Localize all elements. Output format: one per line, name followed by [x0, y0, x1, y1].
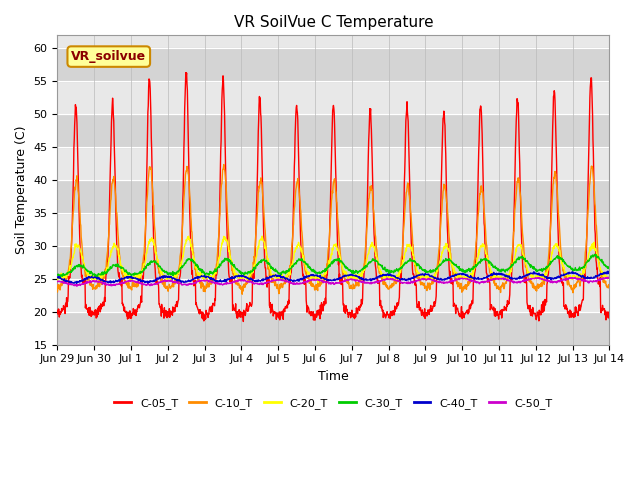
C-20_T: [578, 273, 586, 278]
C-30_T: [146, 262, 154, 267]
C-30_T: [93, 274, 100, 280]
X-axis label: Time: Time: [318, 370, 349, 383]
C-05_T: [325, 241, 333, 247]
C-05_T: [608, 319, 616, 325]
Legend: C-05_T, C-10_T, C-20_T, C-30_T, C-40_T, C-50_T: C-05_T, C-10_T, C-20_T, C-30_T, C-40_T, …: [110, 394, 557, 413]
Bar: [58, 312, 609, 345]
C-05_T: [145, 77, 153, 83]
C-40_T: [326, 277, 333, 283]
C-05_T: [577, 305, 584, 311]
C-10_T: [578, 276, 586, 282]
C-40_T: [146, 279, 154, 285]
Bar: [58, 213, 609, 246]
C-50_T: [491, 276, 499, 282]
C-50_T: [606, 274, 614, 280]
C-40_T: [54, 275, 61, 280]
C-40_T: [491, 271, 499, 276]
C-20_T: [259, 233, 266, 239]
Bar: [58, 180, 609, 213]
C-05_T: [491, 313, 499, 319]
C-10_T: [238, 291, 246, 297]
Bar: [58, 48, 609, 82]
C-40_T: [635, 271, 640, 276]
C-30_T: [627, 252, 635, 257]
Line: C-30_T: C-30_T: [58, 254, 640, 277]
C-10_T: [145, 164, 153, 170]
C-20_T: [337, 260, 345, 265]
Y-axis label: Soil Temperature (C): Soil Temperature (C): [15, 126, 28, 254]
C-50_T: [73, 283, 81, 289]
C-50_T: [635, 276, 640, 281]
C-30_T: [54, 272, 61, 277]
C-40_T: [73, 281, 81, 287]
C-40_T: [604, 268, 612, 274]
C-05_T: [624, 61, 632, 67]
C-50_T: [54, 279, 61, 285]
Bar: [58, 82, 609, 114]
C-10_T: [220, 162, 228, 168]
C-20_T: [326, 257, 334, 263]
Bar: [58, 246, 609, 279]
C-50_T: [326, 280, 333, 286]
C-20_T: [314, 279, 322, 285]
C-10_T: [54, 289, 61, 295]
C-20_T: [145, 240, 153, 246]
C-20_T: [54, 277, 61, 283]
C-30_T: [577, 265, 585, 271]
C-20_T: [635, 270, 640, 276]
Text: VR_soilvue: VR_soilvue: [71, 50, 147, 63]
C-05_T: [337, 277, 344, 283]
C-10_T: [337, 259, 345, 265]
C-50_T: [337, 279, 344, 285]
Title: VR SoilVue C Temperature: VR SoilVue C Temperature: [234, 15, 433, 30]
C-30_T: [635, 257, 640, 263]
C-40_T: [577, 274, 585, 280]
Line: C-40_T: C-40_T: [58, 271, 640, 284]
C-05_T: [635, 305, 640, 311]
C-10_T: [635, 273, 640, 279]
Line: C-05_T: C-05_T: [58, 64, 640, 322]
C-05_T: [54, 308, 61, 313]
C-50_T: [577, 277, 585, 283]
Bar: [58, 147, 609, 180]
C-30_T: [491, 264, 499, 269]
C-30_T: [337, 258, 344, 264]
Bar: [58, 279, 609, 312]
Line: C-10_T: C-10_T: [58, 165, 640, 294]
C-10_T: [492, 282, 499, 288]
C-30_T: [326, 262, 333, 267]
Line: C-50_T: C-50_T: [58, 277, 640, 286]
C-50_T: [146, 283, 154, 288]
C-10_T: [326, 223, 334, 229]
C-40_T: [337, 275, 344, 280]
Line: C-20_T: C-20_T: [58, 236, 640, 282]
Bar: [58, 114, 609, 147]
C-20_T: [492, 275, 499, 281]
